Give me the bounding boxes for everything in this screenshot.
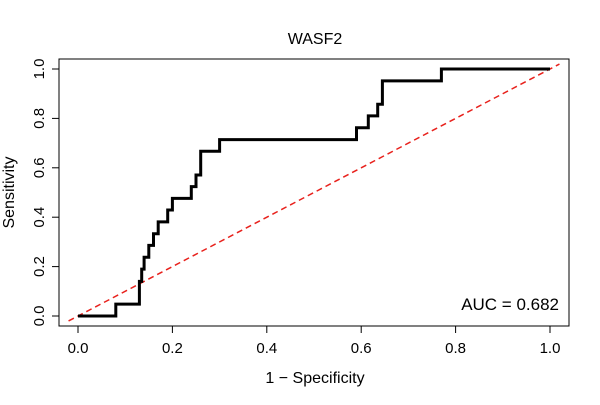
- y-tick-label: 0.2: [31, 256, 48, 277]
- plot-area: [68, 63, 560, 322]
- x-tick-label: 1.0: [540, 340, 561, 357]
- y-axis-label: Sensitivity: [1, 156, 18, 228]
- x-tick-label: 0.4: [256, 340, 277, 357]
- y-tick-label: 0.8: [31, 108, 48, 129]
- y-tick-label: 0.0: [31, 306, 48, 327]
- y-tick-label: 0.6: [31, 157, 48, 178]
- roc-curve-line: [78, 67, 550, 318]
- chart-title: WASF2: [288, 31, 343, 48]
- y-tick-label: 1.0: [31, 59, 48, 80]
- y-tick-label: 0.4: [31, 207, 48, 228]
- x-tick-label: 0.0: [68, 340, 89, 357]
- y-axis: 0.0 0.2 0.4 0.6 0.8 1.0: [31, 59, 60, 327]
- x-tick-label: 0.8: [445, 340, 466, 357]
- x-axis-label: 1 − Specificity: [265, 370, 364, 387]
- x-tick-label: 0.6: [351, 340, 372, 357]
- reference-diagonal-line: [68, 63, 560, 322]
- x-tick-label: 0.2: [162, 340, 183, 357]
- auc-annotation: AUC = 0.682: [461, 295, 559, 314]
- x-axis: 0.0 0.2 0.4 0.6 0.8 1.0: [68, 325, 561, 357]
